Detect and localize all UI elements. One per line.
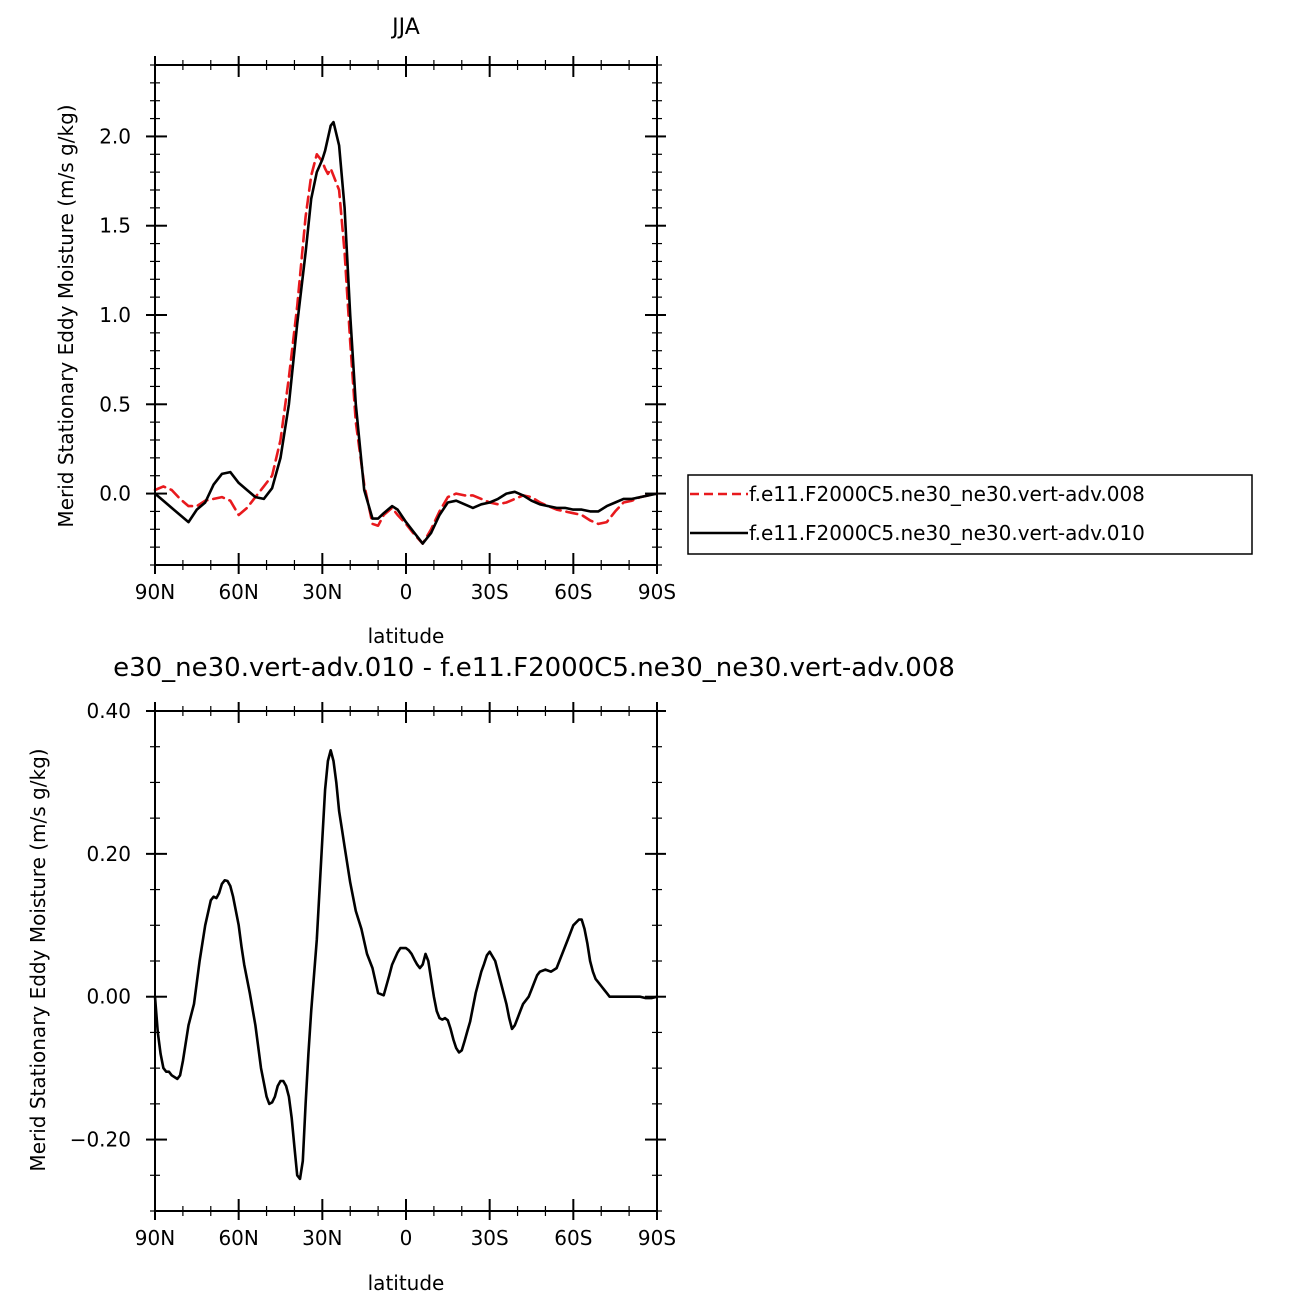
x-tick-label: 0 [400,1226,413,1250]
legend-box [687,474,1253,555]
x-tick-label: 90N [135,580,175,604]
top-panel-minor-ticks [146,56,666,574]
top-panel-series [153,120,659,545]
x-tick-label: 60S [554,1226,592,1250]
x-tick-label: 90S [638,580,676,604]
top-panel-x-axis-label: latitude [368,624,445,648]
bottom-panel-x-axis-label: latitude [368,1271,445,1295]
top-panel-x-tick-labels: 90N 60N 30N 0 30S 60S 90S [135,580,676,604]
bottom-panel-x-tick-labels: 90N 60N 30N 0 30S 60S 90S [135,1226,676,1250]
y-tick-label: 0.5 [99,392,131,416]
top-panel-frame [154,64,658,566]
bottom-panel-series [153,748,659,1181]
x-tick-label: 90N [135,1226,175,1250]
top-panel-title: JJA [390,15,420,40]
y-tick-label: 0.40 [86,699,131,723]
x-tick-label: 30N [302,1226,342,1250]
legend-label-series-1: f.e11.F2000C5.ne30_ne30.vert-adv.008 [749,482,1145,506]
y-tick-label: 1.5 [99,214,131,238]
x-tick-label: 60N [218,1226,258,1250]
y-tick-label: 1.0 [99,303,131,327]
x-tick-label: 30N [302,580,342,604]
bottom-panel-y-axis-label: Merid Stationary Eddy Moisture (m/s g/kg… [26,748,50,1171]
bottom-panel-y-tick-labels: −0.20 0.00 0.20 0.40 [70,699,131,1152]
y-tick-label: −0.20 [70,1128,131,1152]
top-panel-y-tick-labels: 0.0 0.5 1.0 1.5 2.0 [99,124,131,505]
x-tick-label: 30S [471,1226,509,1250]
x-tick-label: 90S [638,1226,676,1250]
legend: f.e11.F2000C5.ne30_ne30.vert-adv.008 f.e… [687,474,1253,555]
series-line-1 [153,153,659,545]
x-tick-label: 0 [400,580,413,604]
bottom-panel: e30_ne30.vert-adv.010 - f.e11.F2000C5.ne… [26,653,955,1295]
y-tick-label: 0.0 [99,482,131,506]
x-tick-label: 30S [471,580,509,604]
bottom-panel-frame [154,710,658,1212]
bottom-panel-minor-ticks [146,702,666,1220]
top-panel: JJA 90N 60N 30N 0 30S 60S 90S 0.00.51.01.52.0 … [54,15,676,648]
y-tick-label: 0.20 [86,842,131,866]
bottom-panel-title: e30_ne30.vert-adv.010 - f.e11.F2000C5.ne… [113,653,955,683]
legend-label-series-2: f.e11.F2000C5.ne30_ne30.vert-adv.010 [749,521,1145,545]
series-line-2 [153,120,659,545]
x-tick-label: 60N [218,580,258,604]
x-tick-label: 60S [554,580,592,604]
top-panel-y-axis-label: Merid Stationary Eddy Moisture (m/s g/kg… [54,104,78,527]
y-tick-label: 0.00 [86,985,131,1009]
y-tick-label: 2.0 [99,124,131,148]
series-line-1 [153,748,659,1181]
